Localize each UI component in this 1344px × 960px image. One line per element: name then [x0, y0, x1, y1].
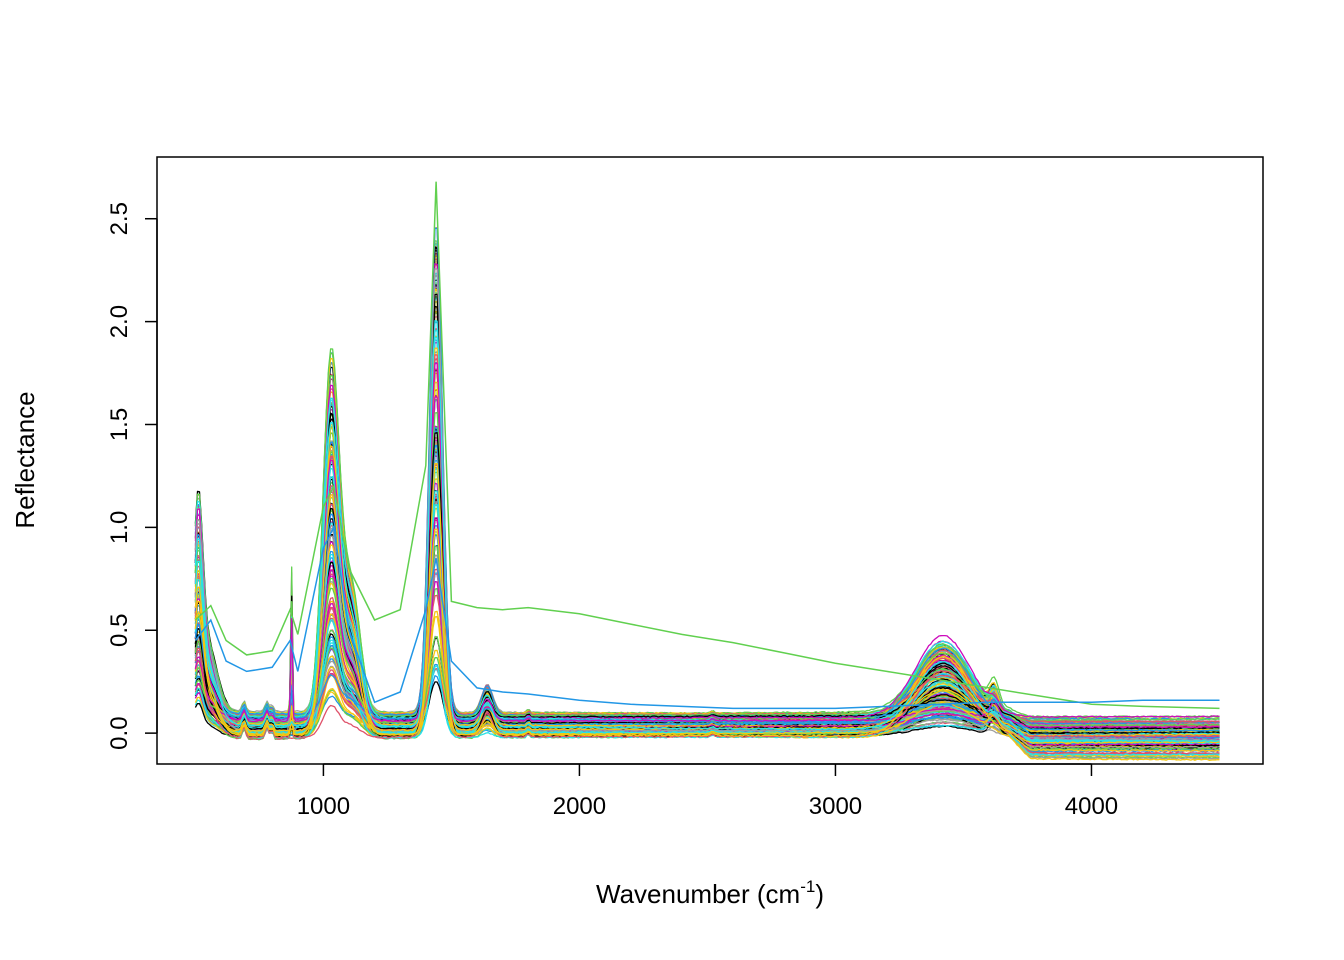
- spectrum-line: [194, 301, 1220, 739]
- spectrum-line: [194, 388, 1220, 723]
- spectrum-line: [194, 295, 1220, 755]
- y-tick-label: 1.5: [106, 408, 133, 441]
- y-tick-label: 0.0: [106, 716, 133, 749]
- y-axis-label: Reflectance: [10, 391, 40, 528]
- spectrum-line: [194, 462, 1220, 745]
- x-tick-label: 1000: [297, 793, 350, 820]
- spectrum-line: [194, 354, 1220, 739]
- spectrum-line: [194, 351, 1220, 745]
- x-axis-label-superscript: -1: [800, 877, 815, 896]
- spectrum-line: [194, 366, 1220, 742]
- y-tick-label: 2.0: [106, 305, 133, 338]
- spectrum-line: [194, 320, 1220, 743]
- spectrum-line: [194, 288, 1220, 738]
- spectrum-line: [194, 310, 1220, 737]
- spectrum-line: [194, 341, 1220, 727]
- x-tick-label: 3000: [809, 793, 862, 820]
- x-axis-label: Wavenumber (cm-1): [596, 877, 824, 909]
- spectrum-line: [194, 293, 1220, 735]
- x-tick-label: 4000: [1065, 793, 1118, 820]
- x-tick-label: 2000: [553, 793, 606, 820]
- spectrum-line: [194, 427, 1220, 752]
- y-tick-label: 0.5: [106, 614, 133, 647]
- spectrum-line: [194, 247, 1220, 743]
- y-tick-label: 1.0: [106, 511, 133, 544]
- spectrum-line: [194, 335, 1220, 743]
- outlier-spectrum-line-1: [194, 181, 1220, 710]
- series-lines: [194, 181, 1220, 761]
- spectrum-line: [194, 357, 1220, 738]
- y-tick-label: 2.5: [106, 202, 133, 235]
- y-axis: 0.0 0.5 1.0 1.5 2.0 2.5: [106, 202, 158, 750]
- spectrum-line: [194, 358, 1220, 737]
- outlier-spectrum-line-2: [194, 524, 1220, 710]
- spectrum-line: [194, 348, 1220, 727]
- x-axis: 1000 2000 3000 4000: [297, 763, 1118, 820]
